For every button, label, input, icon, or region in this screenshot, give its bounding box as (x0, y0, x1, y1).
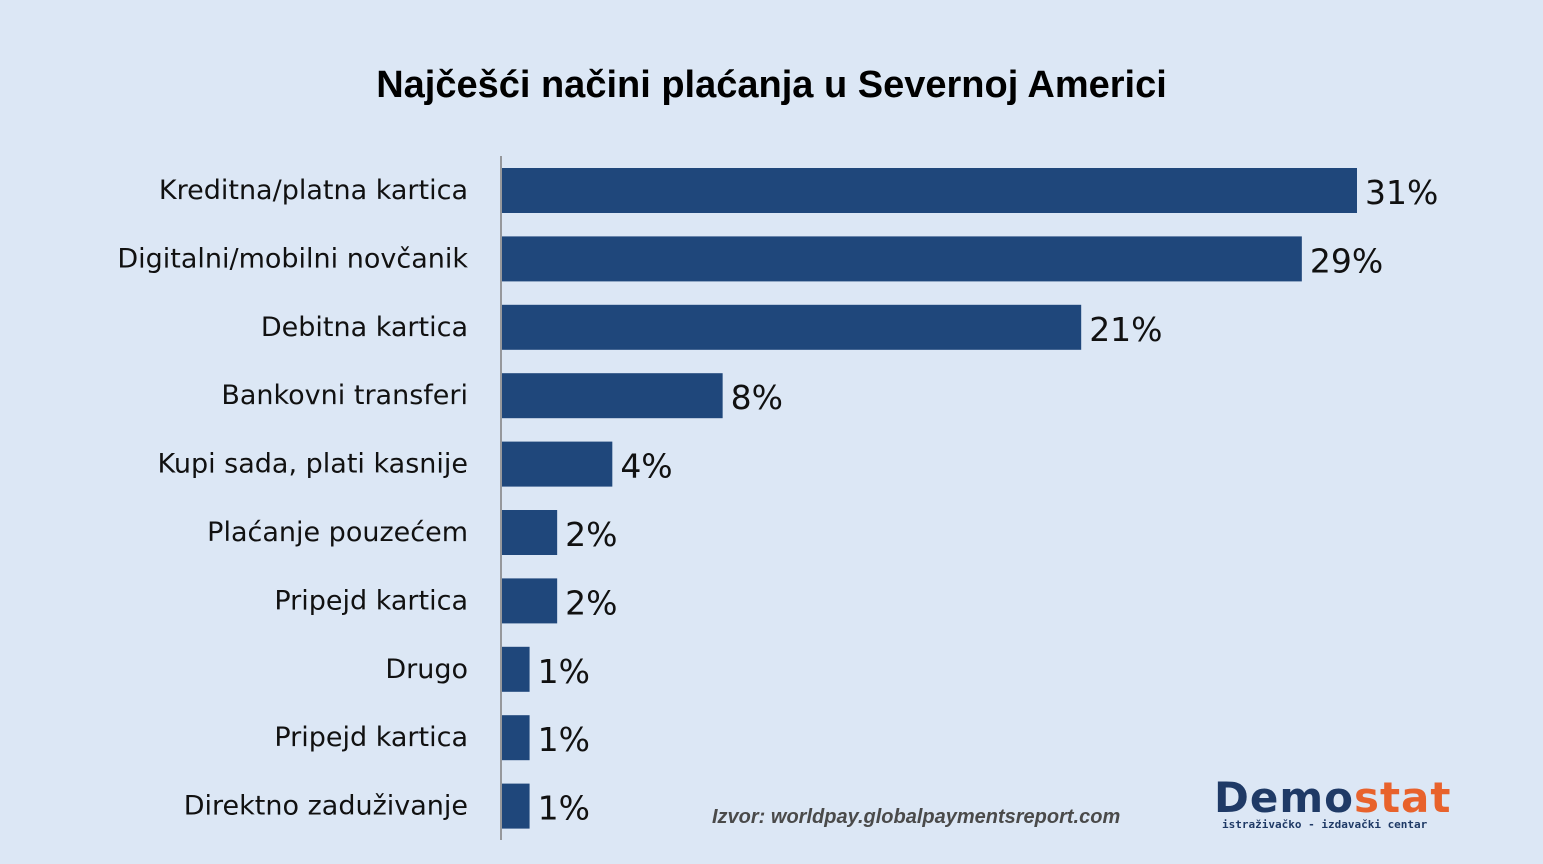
bar-8 (502, 646, 530, 692)
demostat-logo: Demostat istraživačko - izdavački centar (1214, 773, 1450, 832)
bar-10 (502, 783, 530, 829)
value-label: 31% (1365, 173, 1438, 212)
logo-tagline: istraživačko - izdavački centar (1222, 818, 1428, 831)
value-label: 1% (538, 720, 590, 759)
bar-7 (502, 578, 558, 624)
logo-word-main: Demo (1214, 773, 1354, 822)
value-label: 1% (538, 789, 590, 828)
category-label: Pripejd kartica (274, 722, 468, 753)
value-labels-group: 31%29%21%8%4%2%2%1%1%1% (538, 173, 1439, 828)
value-label: 8% (731, 378, 783, 417)
chart-title: Najčešći načini plaćanja u Severnoj Amer… (376, 64, 1167, 106)
bar-9 (502, 715, 530, 761)
category-label: Bankovni transferi (221, 380, 468, 411)
category-label: Drugo (385, 654, 468, 685)
logo-wordmark: Demostat (1214, 773, 1450, 822)
bars-group (502, 168, 1357, 829)
category-label: Kreditna/platna kartica (159, 175, 468, 206)
value-label: 29% (1310, 241, 1383, 280)
category-label: Debitna kartica (261, 312, 468, 343)
category-labels-group: Kreditna/platna kartica Digitalni/mobilni… (117, 175, 468, 822)
category-label: Kupi sada, plati kasnije (157, 449, 468, 480)
value-label: 21% (1089, 310, 1162, 349)
bar-2 (502, 236, 1302, 282)
category-label: Direktno zaduživanje (184, 791, 468, 822)
bar-1 (502, 168, 1357, 213)
value-label: 2% (565, 515, 617, 554)
bar-6 (502, 510, 558, 555)
bar-4 (502, 373, 723, 419)
category-label: Digitalni/mobilni novčanik (117, 243, 468, 274)
value-label: 4% (620, 447, 672, 486)
value-label: 2% (565, 583, 617, 622)
category-label: Pripejd kartica (274, 585, 468, 616)
source-note: Izvor: worldpay.globalpaymentsreport.com (712, 806, 1121, 828)
bar-5 (502, 441, 613, 487)
value-label: 1% (538, 652, 590, 691)
bar-3 (502, 304, 1082, 350)
logo-word-accent: stat (1353, 773, 1452, 822)
category-label: Plaćanje pouzećem (207, 517, 468, 548)
